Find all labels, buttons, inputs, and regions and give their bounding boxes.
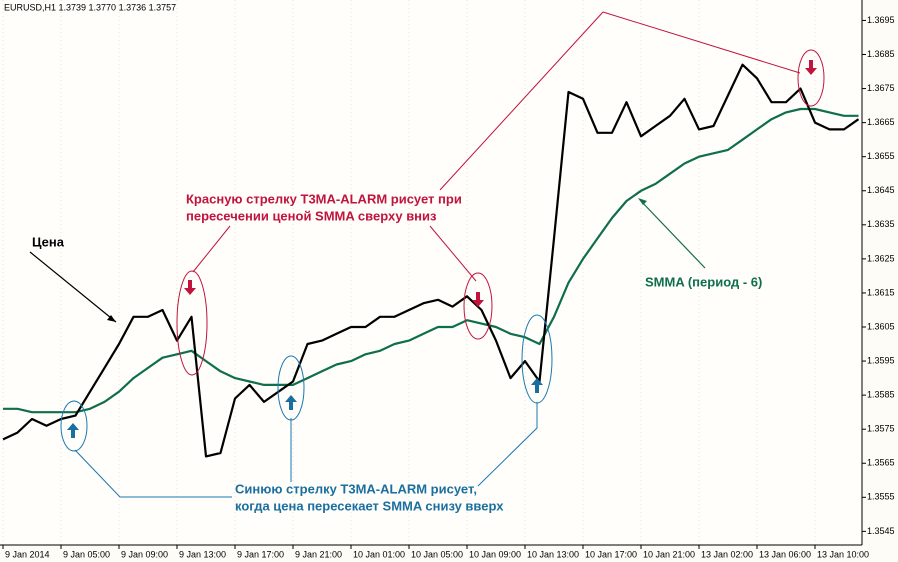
chart-title: EURUSD,H1 1.3739 1.3770 1.3736 1.3757 xyxy=(4,2,176,12)
y-tick-label: 1.3635 xyxy=(867,219,895,229)
signal-ellipse xyxy=(463,272,493,340)
connector xyxy=(74,449,232,498)
blue-annotation-lines xyxy=(60,314,553,498)
y-tick-label: 1.3645 xyxy=(867,185,895,195)
connector xyxy=(192,225,231,273)
plot-area xyxy=(0,0,862,545)
series-line xyxy=(3,107,859,414)
x-tick-label: 9 Jan 2014 xyxy=(5,549,50,559)
y-tick-label: 1.3625 xyxy=(867,253,895,263)
x-tick-label: 9 Jan 17:00 xyxy=(237,549,284,559)
red-annotation-lines xyxy=(176,11,825,376)
down-arrows xyxy=(184,60,817,307)
up-arrow xyxy=(531,378,543,393)
signal-ellipse xyxy=(176,270,208,376)
x-tick-label: 13 Jan 10:00 xyxy=(817,549,869,559)
x-tick-label: 10 Jan 05:00 xyxy=(411,549,463,559)
y-tick-label: 1.3615 xyxy=(867,287,895,297)
series-label: SMMA (период - 6) xyxy=(645,274,762,289)
annotation: когда цена пересекает SMMA снизу вверх xyxy=(235,498,504,513)
y-tick-label: 1.3565 xyxy=(867,458,895,468)
x-tick-label: 9 Jan 13:00 xyxy=(179,549,226,559)
lines xyxy=(2,63,860,458)
up-arrows xyxy=(67,378,543,438)
annotation: Красную стрелку T3MA-ALARM рисует при xyxy=(186,191,462,206)
connector xyxy=(602,11,801,74)
y-tick-label: 1.3555 xyxy=(867,492,895,502)
price-pointer xyxy=(29,251,117,323)
y-tick-label: 1.3575 xyxy=(867,424,895,434)
x-tick-label: 10 Jan 13:00 xyxy=(527,549,579,559)
series-label: Цена xyxy=(32,234,65,249)
y-tick-label: 1.3695 xyxy=(867,15,895,25)
signal-ellipse xyxy=(521,314,553,404)
connector xyxy=(477,402,538,487)
price-pointer-head xyxy=(107,315,116,322)
grid xyxy=(2,0,816,545)
y-tick-label: 1.3655 xyxy=(867,151,895,161)
x-tick-label: 10 Jan 17:00 xyxy=(585,549,637,559)
series-line xyxy=(2,63,860,458)
y-tick-label: 1.3675 xyxy=(867,83,895,93)
x-tick-label: 9 Jan 09:00 xyxy=(121,549,168,559)
x-tick-label: 10 Jan 21:00 xyxy=(643,549,695,559)
y-tick-label: 1.3665 xyxy=(867,117,895,127)
signal-ellipse xyxy=(797,49,825,107)
smma-pointer-head xyxy=(638,198,647,205)
signal-ellipse xyxy=(277,355,305,421)
x-tick-label: 13 Jan 06:00 xyxy=(759,549,811,559)
x-tick-label: 9 Jan 21:00 xyxy=(295,549,342,559)
annotation: пересечении ценой SMMA сверху вниз xyxy=(186,208,437,223)
up-arrow xyxy=(67,423,79,438)
connector xyxy=(429,225,477,282)
up-arrow xyxy=(285,395,297,410)
y-tick-label: 1.3595 xyxy=(867,355,895,365)
down-arrow xyxy=(472,292,484,307)
x-tick-label: 9 Jan 05:00 xyxy=(63,549,110,559)
y-tick-label: 1.3585 xyxy=(867,390,895,400)
x-tick-label: 13 Jan 02:00 xyxy=(701,549,753,559)
down-arrow xyxy=(805,60,817,75)
y-tick-label: 1.3545 xyxy=(867,526,895,536)
smma-pointer xyxy=(639,199,706,269)
x-tick-label: 10 Jan 09:00 xyxy=(469,549,521,559)
annotation: Синюю стрелку T3MA-ALARM рисует, xyxy=(235,481,477,496)
signal-ellipse xyxy=(60,400,88,452)
y-tick-label: 1.3605 xyxy=(867,321,895,331)
down-arrow xyxy=(184,280,196,295)
y-tick-label: 1.3685 xyxy=(867,49,895,59)
connector xyxy=(439,11,604,191)
x-tick-label: 10 Jan 01:00 xyxy=(353,549,405,559)
